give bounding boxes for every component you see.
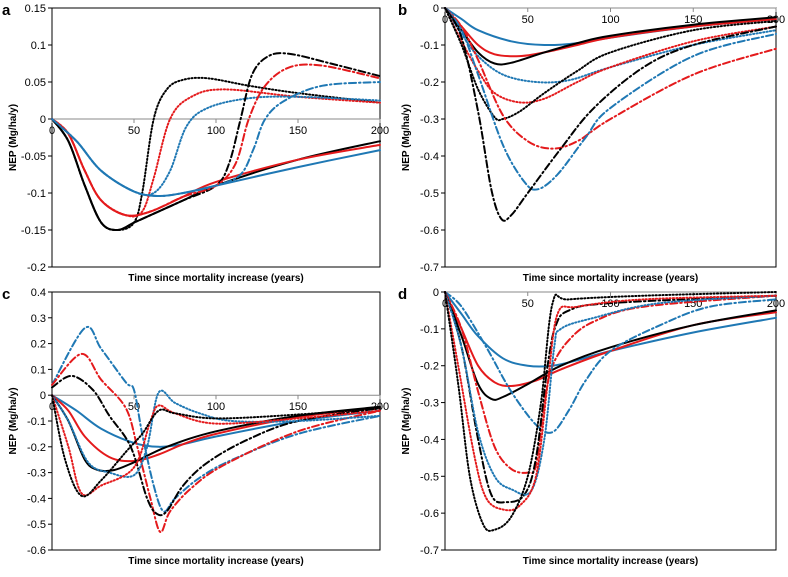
y-tick-label: -0.1 [27, 188, 46, 200]
y-tick-label: -0.05 [21, 151, 46, 163]
series-line-blue-solid [444, 291, 777, 368]
y-tick-label: -0.2 [27, 262, 46, 274]
y-tick-label: 0.15 [25, 3, 46, 15]
y-tick-label: 0.2 [31, 339, 46, 351]
panel-a: -0.2 -0.15 -0.1 -0.05 0 0.05 0.1 0.15 0 50 100 150 2… [2, 2, 389, 284]
series-line-red-dash-dot [51, 63, 381, 217]
y-axis-label: NEP (Mg/ha/y) [401, 104, 412, 171]
y-axis-label: NEP (Mg/ha/y) [8, 104, 19, 171]
y-tick-label: 0 [40, 114, 46, 126]
x-tick-label: 150 [289, 125, 307, 137]
x-tick-label: 0 [442, 298, 448, 310]
x-axis-label: Time since mortality increase (years) [128, 273, 303, 284]
x-tick-label: 50 [522, 298, 534, 310]
series-line-blue-dotted [51, 389, 381, 478]
plot-frame [444, 291, 777, 551]
series-line-red-dotted [51, 394, 381, 497]
series-line-black-dash-dot [444, 291, 777, 504]
y-axis-label: NEP (Mg/ha/y) [8, 387, 19, 454]
series-line-black-dash-dot [51, 374, 381, 517]
y-tick-label: 0.1 [31, 40, 46, 52]
y-tick-label: -0.3 [27, 468, 46, 480]
x-tick-label: 150 [289, 401, 307, 413]
x-tick-label: 100 [207, 125, 225, 137]
series-line-red-dash-dot [51, 352, 381, 533]
series-line-blue-dash-dot [51, 81, 381, 198]
x-tick-label: 100 [207, 401, 225, 413]
y-tick-label: 0.05 [25, 77, 46, 89]
y-tick-label: -0.4 [420, 434, 439, 446]
y-tick-label: -0.1 [420, 40, 439, 52]
y-tick-label: 0.3 [31, 313, 46, 325]
y-tick-label: 0.4 [31, 287, 46, 299]
y-tick-label: -0.2 [420, 77, 439, 89]
series-line-black-dash-dot [444, 7, 777, 222]
series-line-black-dotted [444, 7, 777, 122]
x-axis-label: Time since mortality increase (years) [523, 273, 698, 284]
series-line-red-dotted [444, 291, 777, 512]
x-tick-label: 100 [601, 14, 619, 26]
series-line-red-dash-dot [444, 291, 777, 475]
x-tick-label: 0 [49, 401, 55, 413]
panel-letter: b [398, 2, 407, 19]
y-tick-label: 0 [433, 3, 439, 15]
y-tick-label: 0 [40, 390, 46, 402]
panel-letter: c [2, 286, 10, 303]
y-tick-label: -0.15 [21, 225, 46, 237]
panel-letter: a [2, 2, 11, 19]
x-tick-label: 200 [371, 125, 389, 137]
series-line-blue-dash-dot [51, 325, 381, 513]
y-tick-label: -0.3 [420, 114, 439, 126]
y-tick-label: -0.4 [27, 493, 46, 505]
x-axis-label: Time since mortality increase (years) [128, 556, 303, 567]
y-tick-label: -0.1 [420, 324, 439, 336]
series-line-blue-dash-dot [444, 7, 777, 191]
y-tick-label: -0.6 [420, 225, 439, 237]
x-tick-label: 150 [684, 14, 702, 26]
panel-letter: d [398, 286, 407, 303]
series-line-black-dash-dot [51, 52, 381, 231]
y-tick-label: -0.5 [27, 519, 46, 531]
y-tick-label: -0.7 [420, 262, 439, 274]
x-tick-label: 0 [442, 14, 448, 26]
panel-b: -0.7-0.6-0.5-0.4-0.3-0.2-0.100 50 100 150 20… [398, 2, 785, 284]
panel-c: -0.6-0.5-0.4-0.3-0.2-0.100.10.20.30.40 50… [2, 286, 389, 567]
series-line-blue-dash-dot [444, 291, 777, 434]
y-tick-label: -0.5 [420, 471, 439, 483]
y-tick-label: 0 [433, 287, 439, 299]
x-axis-label: Time since mortality increase (years) [523, 556, 698, 567]
y-axis-label: NEP (Mg/ha/y) [401, 387, 412, 454]
series-line-red-dash-dot [444, 7, 777, 150]
series-line-black-dotted [444, 291, 777, 532]
plot-frame [51, 7, 381, 268]
series-line-black-dotted [51, 394, 381, 498]
x-tick-label: 200 [767, 298, 785, 310]
y-tick-label: -0.4 [420, 151, 439, 163]
y-tick-label: -0.2 [27, 442, 46, 454]
y-tick-label: -0.5 [420, 188, 439, 200]
y-tick-label: 0.1 [31, 364, 46, 376]
y-tick-label: -0.6 [27, 545, 46, 557]
series-line-blue-dotted [444, 291, 777, 496]
y-tick-label: -0.7 [420, 545, 439, 557]
y-tick-label: -0.1 [27, 416, 46, 428]
y-tick-label: -0.2 [420, 361, 439, 373]
plot-frame [444, 7, 777, 268]
x-tick-label: 0 [49, 125, 55, 137]
panel-d: -0.7-0.6-0.5-0.4-0.3-0.2-0.100 50 100 150 20… [398, 286, 785, 567]
y-tick-label: -0.6 [420, 508, 439, 520]
series-line-red-dotted [444, 7, 777, 104]
x-tick-label: 50 [128, 125, 140, 137]
y-tick-label: -0.3 [420, 398, 439, 410]
x-tick-label: 50 [522, 14, 534, 26]
series-line-blue-dotted [51, 95, 381, 197]
